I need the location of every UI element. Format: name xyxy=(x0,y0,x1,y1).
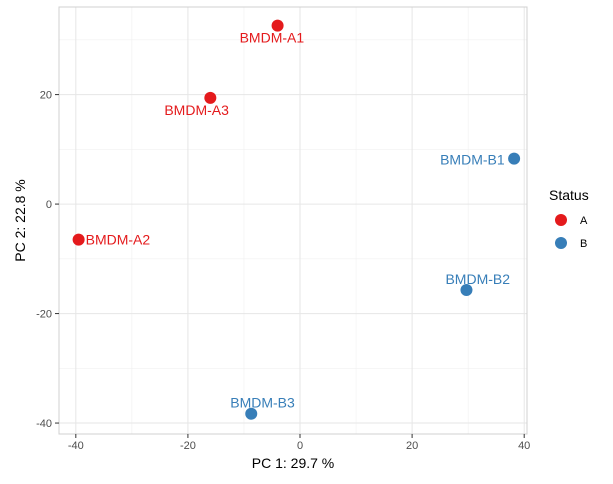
x-tick-label: 40 xyxy=(518,440,530,452)
plot-border xyxy=(58,6,528,435)
data-point-bmdm-b2 xyxy=(460,284,473,297)
point-label-bmdm-b2: BMDM-B2 xyxy=(445,271,510,287)
x-axis-title: PC 1: 29.7 % xyxy=(252,455,335,471)
plot-area xyxy=(58,6,528,435)
y-axis-title: PC 2: 22.8 % xyxy=(12,179,28,262)
legend-label-a: A xyxy=(580,215,588,227)
data-point-bmdm-a3 xyxy=(204,91,217,104)
x-tick-label: -20 xyxy=(180,440,196,452)
axes: -40 -20 0 20 40 -40 -20 0 20 xyxy=(36,90,530,452)
legend: Status AB xyxy=(549,187,589,250)
data-point-bmdm-b3 xyxy=(245,407,258,420)
x-tick-label: 20 xyxy=(406,440,418,452)
y-tick-label: -20 xyxy=(36,309,52,321)
plot-panel xyxy=(59,7,527,434)
legend-label-b: B xyxy=(580,238,587,250)
legend-key-b xyxy=(555,237,567,249)
y-tick-label: 0 xyxy=(46,199,52,211)
data-point-bmdm-a1 xyxy=(271,19,284,32)
x-tick-label: -40 xyxy=(68,440,84,452)
point-label-bmdm-a1: BMDM-A1 xyxy=(240,30,305,46)
point-label-bmdm-b3: BMDM-B3 xyxy=(230,395,295,411)
point-label-bmdm-a3: BMDM-A3 xyxy=(164,102,229,118)
y-tick-label: 20 xyxy=(40,90,52,102)
x-tick-label: 0 xyxy=(297,440,303,452)
data-point-bmdm-a2 xyxy=(72,233,85,246)
legend-key-a xyxy=(555,214,567,226)
point-label-bmdm-a2: BMDM-A2 xyxy=(86,232,151,248)
data-point-bmdm-b1 xyxy=(508,152,521,165)
point-labels: BMDM-A1 BMDM-A3 BMDM-A2 BMDM-B1 BMDM-B2 BMDM-… xyxy=(86,30,511,411)
y-tick-label: -40 xyxy=(36,418,52,430)
legend-title: Status xyxy=(549,187,589,203)
point-label-bmdm-b1: BMDM-B1 xyxy=(440,152,505,168)
